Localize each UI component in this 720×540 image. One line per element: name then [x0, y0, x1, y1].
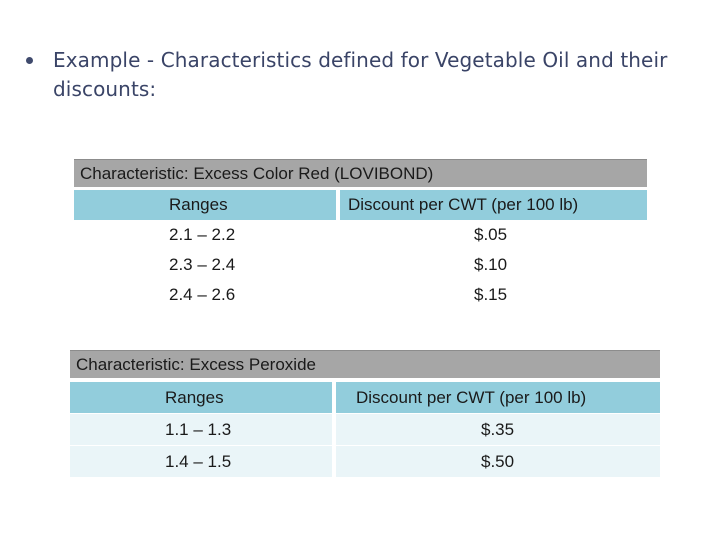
- table-row: 1.1 – 1.3 $.35: [70, 414, 660, 445]
- range-cell: 1.4 – 1.5: [70, 446, 332, 477]
- color-red-table: Characteristic: Excess Color Red (LOVIBO…: [74, 159, 647, 310]
- header-discount: Discount per CWT (per 100 lb): [340, 190, 647, 220]
- header-ranges: Ranges: [74, 190, 336, 220]
- table-header-row: Ranges Discount per CWT (per 100 lb): [70, 382, 660, 413]
- table-title: Characteristic: Excess Color Red (LOVIBO…: [74, 159, 647, 187]
- range-cell: 1.1 – 1.3: [70, 414, 332, 445]
- range-cell: 2.4 – 2.6: [169, 285, 236, 304]
- header-discount: Discount per CWT (per 100 lb): [336, 382, 660, 413]
- discount-cell: $.50: [336, 446, 660, 477]
- range-cell: 2.3 – 2.4: [169, 255, 236, 274]
- bullet-item: Example - Characteristics defined for Ve…: [26, 46, 706, 104]
- discount-cell: $.35: [336, 414, 660, 445]
- column-divider: [332, 446, 336, 477]
- table-row: 2.3 – 2.4 $.10: [74, 250, 647, 280]
- column-divider: [332, 382, 336, 413]
- table-row: 1.4 – 1.5 $.50: [70, 446, 660, 477]
- range-cell: 2.1 – 2.2: [169, 225, 236, 244]
- bullet-text: Example - Characteristics defined for Ve…: [53, 48, 668, 101]
- column-divider: [336, 250, 340, 280]
- table-header-row: Ranges Discount per CWT (per 100 lb): [74, 190, 647, 220]
- bullet-dot-icon: [26, 57, 33, 64]
- table-row: 2.4 – 2.6 $.15: [74, 280, 647, 310]
- discount-cell: $.10: [474, 255, 508, 274]
- header-ranges: Ranges: [70, 382, 332, 413]
- peroxide-table: Characteristic: Excess Peroxide Ranges D…: [70, 350, 660, 477]
- column-divider: [336, 280, 340, 310]
- table-title: Characteristic: Excess Peroxide: [70, 350, 660, 378]
- column-divider: [332, 414, 336, 445]
- discount-cell: $.15: [474, 285, 508, 304]
- column-divider: [336, 220, 340, 250]
- table-row: 2.1 – 2.2 $.05: [74, 220, 647, 250]
- column-divider: [336, 190, 340, 220]
- discount-cell: $.05: [474, 225, 508, 244]
